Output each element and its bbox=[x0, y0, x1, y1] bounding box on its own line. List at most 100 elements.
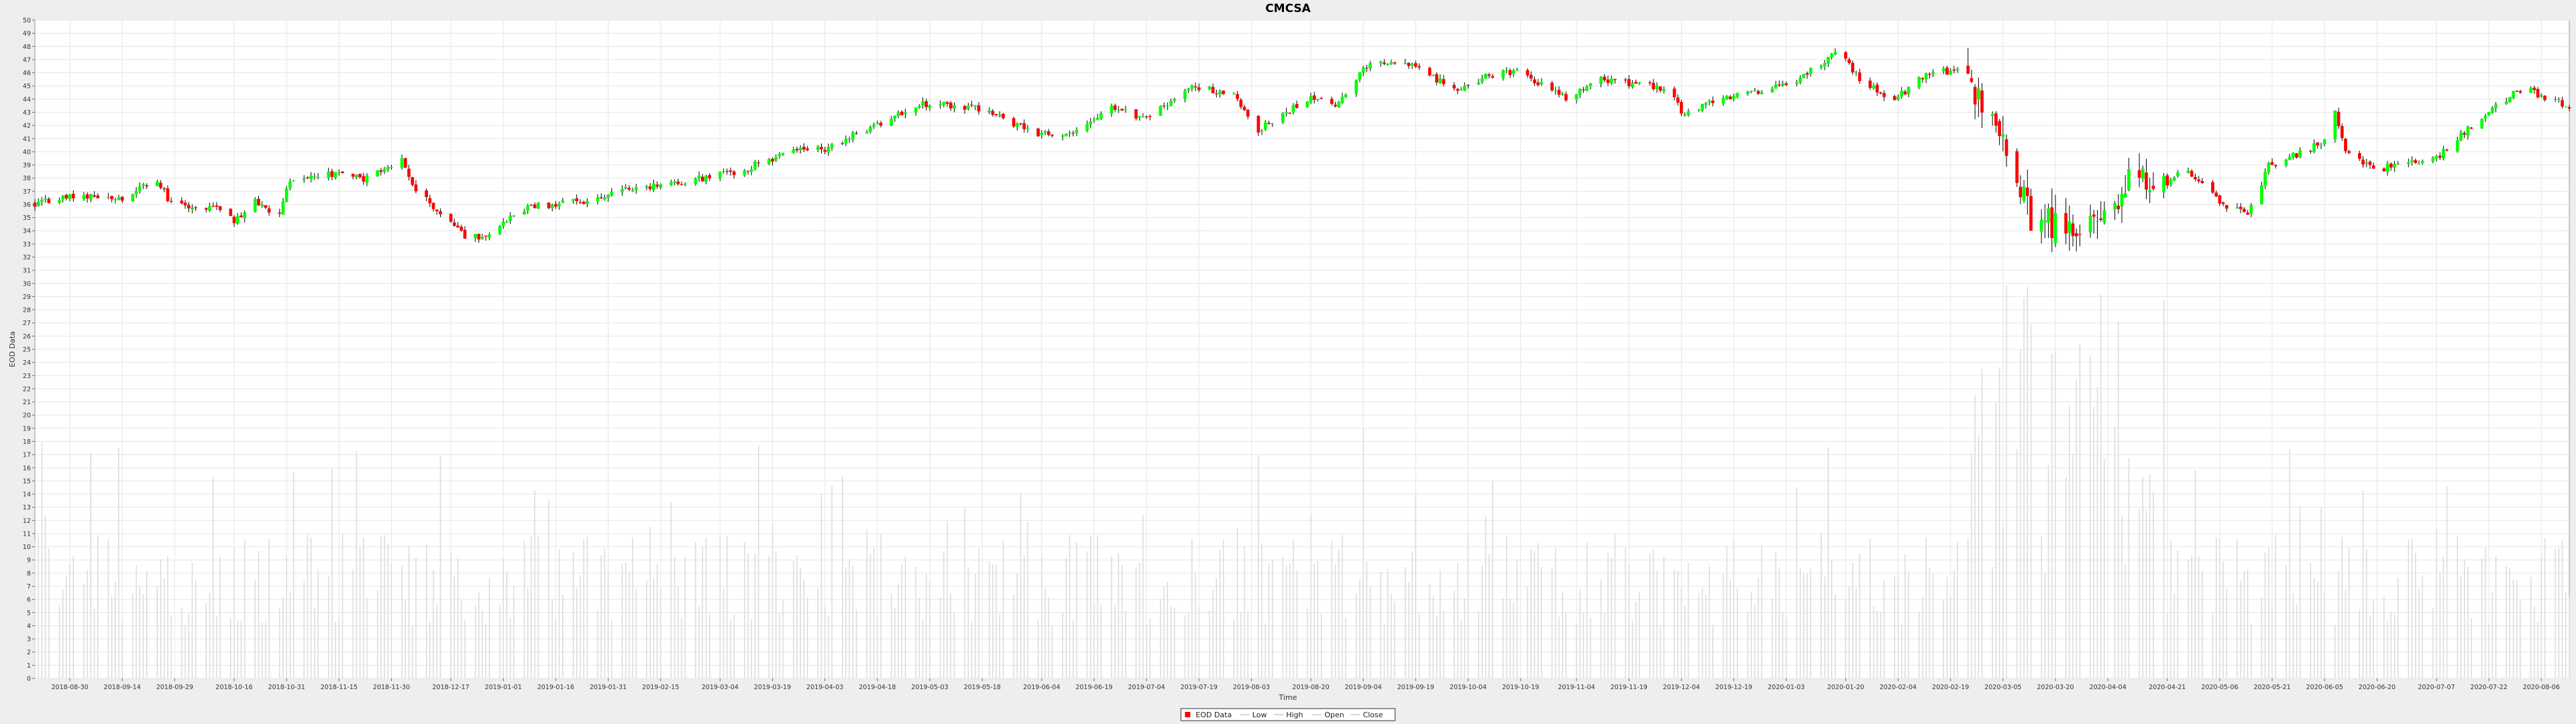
candle-up bbox=[523, 211, 526, 215]
candle-up bbox=[1976, 88, 1980, 100]
candle-down bbox=[1858, 72, 1862, 81]
candle-down bbox=[2518, 90, 2522, 93]
x-tick-label: 2019-02-15 bbox=[642, 684, 679, 691]
candle-down bbox=[1784, 83, 1788, 85]
x-tick-label: 2020-07-07 bbox=[2418, 684, 2455, 691]
candle-up bbox=[2385, 164, 2390, 172]
x-tick-label: 2020-08-06 bbox=[2523, 684, 2560, 691]
x-tick-label: 2020-07-22 bbox=[2471, 684, 2508, 691]
y-tick-label: 41 bbox=[23, 135, 31, 143]
candle-down bbox=[484, 235, 488, 237]
y-tick-label: 7 bbox=[27, 583, 31, 591]
candle-up bbox=[390, 167, 393, 168]
x-tick-label: 2019-11-04 bbox=[1558, 684, 1595, 691]
candle-up bbox=[281, 201, 285, 215]
candle-up bbox=[998, 115, 1002, 117]
candle-up bbox=[624, 186, 628, 188]
candle-up bbox=[1585, 86, 1589, 91]
candle-up bbox=[1316, 99, 1320, 100]
candle-up bbox=[921, 101, 924, 106]
candle-up bbox=[634, 187, 638, 190]
candle-down bbox=[1320, 98, 1324, 99]
candle-up bbox=[743, 170, 747, 176]
candle-down bbox=[183, 202, 187, 206]
candle-up bbox=[606, 194, 610, 198]
candle-up bbox=[2249, 204, 2253, 214]
candle-up bbox=[914, 107, 918, 113]
grid-lines bbox=[35, 19, 2569, 679]
candle-up bbox=[875, 123, 879, 125]
legend-label: Low bbox=[1252, 711, 1267, 719]
candle-up bbox=[1309, 96, 1313, 103]
candle-up bbox=[1305, 101, 1309, 107]
candle-down bbox=[757, 162, 761, 164]
candle-up bbox=[631, 190, 635, 192]
y-tick-label: 18 bbox=[23, 438, 31, 446]
x-tick-label: 2019-08-03 bbox=[1233, 684, 1270, 691]
candle-up bbox=[1291, 105, 1295, 113]
candle-up bbox=[798, 147, 802, 151]
y-tick-label: 2 bbox=[27, 649, 31, 656]
candle-up bbox=[89, 194, 93, 200]
candle-down bbox=[575, 198, 579, 201]
candle-down bbox=[2361, 160, 2365, 165]
candle-up bbox=[1358, 72, 1362, 80]
candle-up bbox=[1540, 82, 1544, 84]
y-tick-label: 3 bbox=[27, 636, 31, 644]
candle-down bbox=[725, 171, 729, 172]
candle-down bbox=[2214, 192, 2218, 196]
candle-up bbox=[2487, 112, 2491, 115]
candle-up bbox=[816, 146, 820, 150]
candle-up bbox=[2312, 143, 2316, 152]
candle-up bbox=[1770, 88, 1774, 93]
candle-up bbox=[386, 166, 390, 170]
candle-down bbox=[278, 213, 282, 214]
candle-down bbox=[229, 208, 233, 217]
candle-up bbox=[1285, 111, 1288, 114]
candle-down bbox=[949, 103, 953, 109]
candle-up bbox=[1589, 83, 1593, 86]
candle-up bbox=[942, 102, 946, 105]
candle-down bbox=[110, 196, 113, 200]
candle-down bbox=[435, 209, 439, 211]
y-tick-label: 30 bbox=[23, 280, 31, 288]
candle-down bbox=[431, 202, 435, 209]
y-tick-label: 37 bbox=[23, 188, 31, 196]
candle-up bbox=[2102, 210, 2106, 223]
candle-up bbox=[781, 153, 785, 155]
candle-up bbox=[508, 215, 513, 221]
candle-up bbox=[694, 178, 698, 184]
y-axis-label: EOD Data bbox=[8, 331, 17, 367]
candle-up bbox=[1799, 77, 1802, 83]
candle-up bbox=[1781, 83, 1784, 86]
candle-down bbox=[729, 170, 733, 172]
candle-down bbox=[627, 188, 631, 190]
candle-down bbox=[2463, 133, 2467, 135]
candle-down bbox=[1012, 118, 1016, 127]
candle-up bbox=[1830, 54, 1833, 58]
y-tick-label: 4 bbox=[27, 623, 31, 630]
candle-up bbox=[2431, 157, 2435, 162]
candle-up bbox=[973, 105, 977, 107]
candle-down bbox=[2371, 165, 2375, 169]
x-tick-label: 2020-03-20 bbox=[2037, 684, 2074, 691]
candles bbox=[33, 48, 2571, 253]
candle-down bbox=[771, 158, 774, 162]
candle-down bbox=[1525, 70, 1529, 76]
candle-up bbox=[333, 172, 337, 178]
candle-down bbox=[47, 198, 51, 204]
x-tick-label: 2018-11-15 bbox=[321, 684, 358, 691]
candle-up bbox=[1354, 79, 1358, 95]
candle-up bbox=[1941, 68, 1945, 72]
candle-up bbox=[1949, 70, 1952, 75]
candle-up bbox=[1826, 57, 1830, 64]
x-tick-label: 2020-04-04 bbox=[2090, 684, 2127, 691]
candle-up bbox=[2068, 221, 2072, 233]
candle-down bbox=[452, 222, 456, 226]
candle-down bbox=[700, 176, 704, 182]
candle-up bbox=[2459, 132, 2463, 141]
y-tick-label: 28 bbox=[23, 307, 31, 314]
candle-up bbox=[1697, 109, 1701, 111]
y-tick-label: 33 bbox=[23, 241, 31, 248]
candle-down bbox=[2145, 172, 2148, 190]
